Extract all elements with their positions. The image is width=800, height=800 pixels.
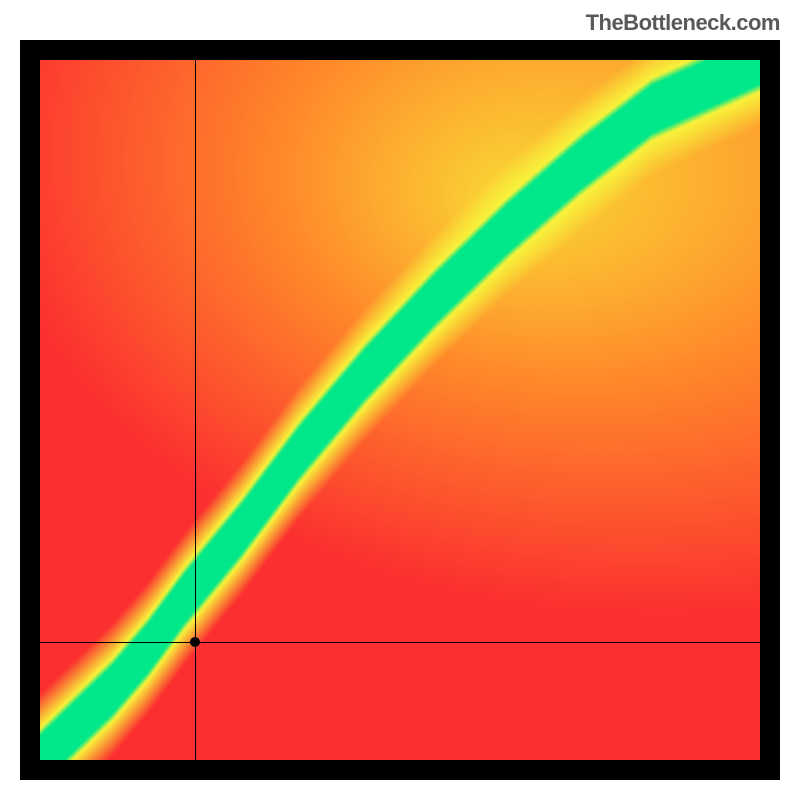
attribution-text: TheBottleneck.com [586, 10, 780, 36]
crosshair-horizontal [40, 642, 760, 643]
heatmap-canvas [40, 60, 760, 760]
chart-frame [20, 40, 780, 780]
chart-plot-area [40, 60, 760, 760]
marker-dot [190, 637, 200, 647]
crosshair-vertical [195, 60, 196, 760]
